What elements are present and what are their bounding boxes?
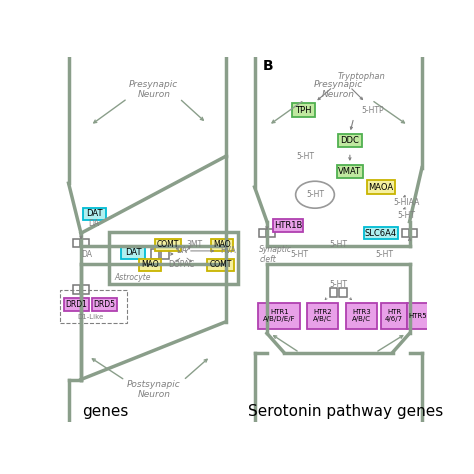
Text: VMAT: VMAT: [338, 167, 362, 176]
Text: B: B: [263, 59, 274, 73]
Bar: [161, 249, 169, 259]
Text: HTR5: HTR5: [409, 312, 428, 319]
FancyBboxPatch shape: [381, 302, 407, 328]
FancyBboxPatch shape: [364, 227, 398, 239]
Text: Presynapic
Neuron: Presynapic Neuron: [129, 80, 178, 99]
Bar: [73, 239, 80, 247]
Text: DAT: DAT: [86, 210, 102, 219]
Text: HTR2
A/B/C: HTR2 A/B/C: [313, 309, 332, 322]
FancyBboxPatch shape: [292, 103, 315, 117]
Text: SLC6A4: SLC6A4: [365, 229, 397, 237]
Text: 5-HT: 5-HT: [329, 240, 347, 249]
Bar: [330, 288, 337, 297]
Text: HTR
4/6/7: HTR 4/6/7: [385, 309, 403, 322]
Text: HTR1B: HTR1B: [273, 221, 302, 230]
FancyBboxPatch shape: [367, 181, 395, 193]
Text: DA: DA: [89, 219, 100, 228]
Bar: [268, 229, 275, 237]
Text: Tryptophan: Tryptophan: [337, 73, 385, 82]
Text: 5-HT: 5-HT: [329, 280, 347, 289]
FancyBboxPatch shape: [64, 298, 89, 311]
FancyBboxPatch shape: [307, 302, 338, 328]
Text: 5-HT: 5-HT: [376, 250, 394, 259]
Text: 5-HIAA: 5-HIAA: [393, 198, 419, 207]
Text: DA: DA: [176, 246, 187, 255]
FancyBboxPatch shape: [346, 302, 377, 328]
Text: 5-HT: 5-HT: [297, 152, 315, 161]
Text: Synaptic
cleft: Synaptic cleft: [259, 245, 292, 264]
Text: D1-Like: D1-Like: [77, 314, 103, 320]
Text: 5-HTP: 5-HTP: [361, 106, 383, 115]
FancyBboxPatch shape: [258, 302, 300, 328]
Bar: [259, 229, 266, 237]
FancyBboxPatch shape: [155, 238, 181, 251]
FancyBboxPatch shape: [207, 259, 234, 271]
Bar: [82, 239, 89, 247]
Text: 5-HT: 5-HT: [398, 211, 415, 220]
Text: 5-HT: 5-HT: [291, 250, 309, 259]
FancyBboxPatch shape: [121, 246, 145, 259]
Text: MAO: MAO: [141, 260, 159, 269]
Text: Serotonin pathway genes: Serotonin pathway genes: [248, 403, 444, 419]
Bar: [339, 288, 347, 297]
Text: genes: genes: [82, 403, 129, 419]
Text: DOPAC: DOPAC: [169, 260, 195, 269]
Text: 5-HT: 5-HT: [306, 190, 324, 199]
FancyBboxPatch shape: [273, 219, 302, 232]
FancyBboxPatch shape: [82, 208, 106, 220]
FancyBboxPatch shape: [337, 165, 363, 178]
FancyBboxPatch shape: [407, 302, 429, 328]
Text: DRD5: DRD5: [93, 301, 115, 310]
FancyBboxPatch shape: [139, 259, 161, 271]
Bar: [402, 229, 409, 237]
Text: DA: DA: [81, 250, 92, 259]
FancyBboxPatch shape: [211, 238, 233, 251]
Text: Postsynapic
Neuron: Postsynapic Neuron: [127, 380, 181, 399]
Text: COMT: COMT: [156, 240, 179, 249]
Text: DRD1: DRD1: [65, 301, 87, 310]
Text: HVA: HVA: [220, 246, 236, 255]
Bar: [82, 285, 89, 294]
Text: DAT: DAT: [125, 248, 141, 257]
Text: 3MT: 3MT: [187, 240, 203, 249]
Text: TPH: TPH: [295, 106, 311, 115]
Text: DDC: DDC: [340, 137, 359, 146]
Text: Astrocyte: Astrocyte: [115, 273, 151, 282]
FancyBboxPatch shape: [92, 298, 117, 311]
Text: MAO: MAO: [213, 240, 231, 249]
Text: HTR3
A/B/C: HTR3 A/B/C: [352, 309, 371, 322]
Bar: [152, 249, 159, 259]
Text: COMT: COMT: [209, 260, 232, 269]
Bar: [410, 229, 417, 237]
Bar: [73, 285, 80, 294]
Text: MAOA: MAOA: [368, 182, 393, 191]
Text: HTR1
A/B/D/E/F: HTR1 A/B/D/E/F: [263, 309, 296, 322]
FancyBboxPatch shape: [338, 134, 362, 147]
Text: Presynapic
Neuron: Presynapic Neuron: [314, 80, 363, 99]
